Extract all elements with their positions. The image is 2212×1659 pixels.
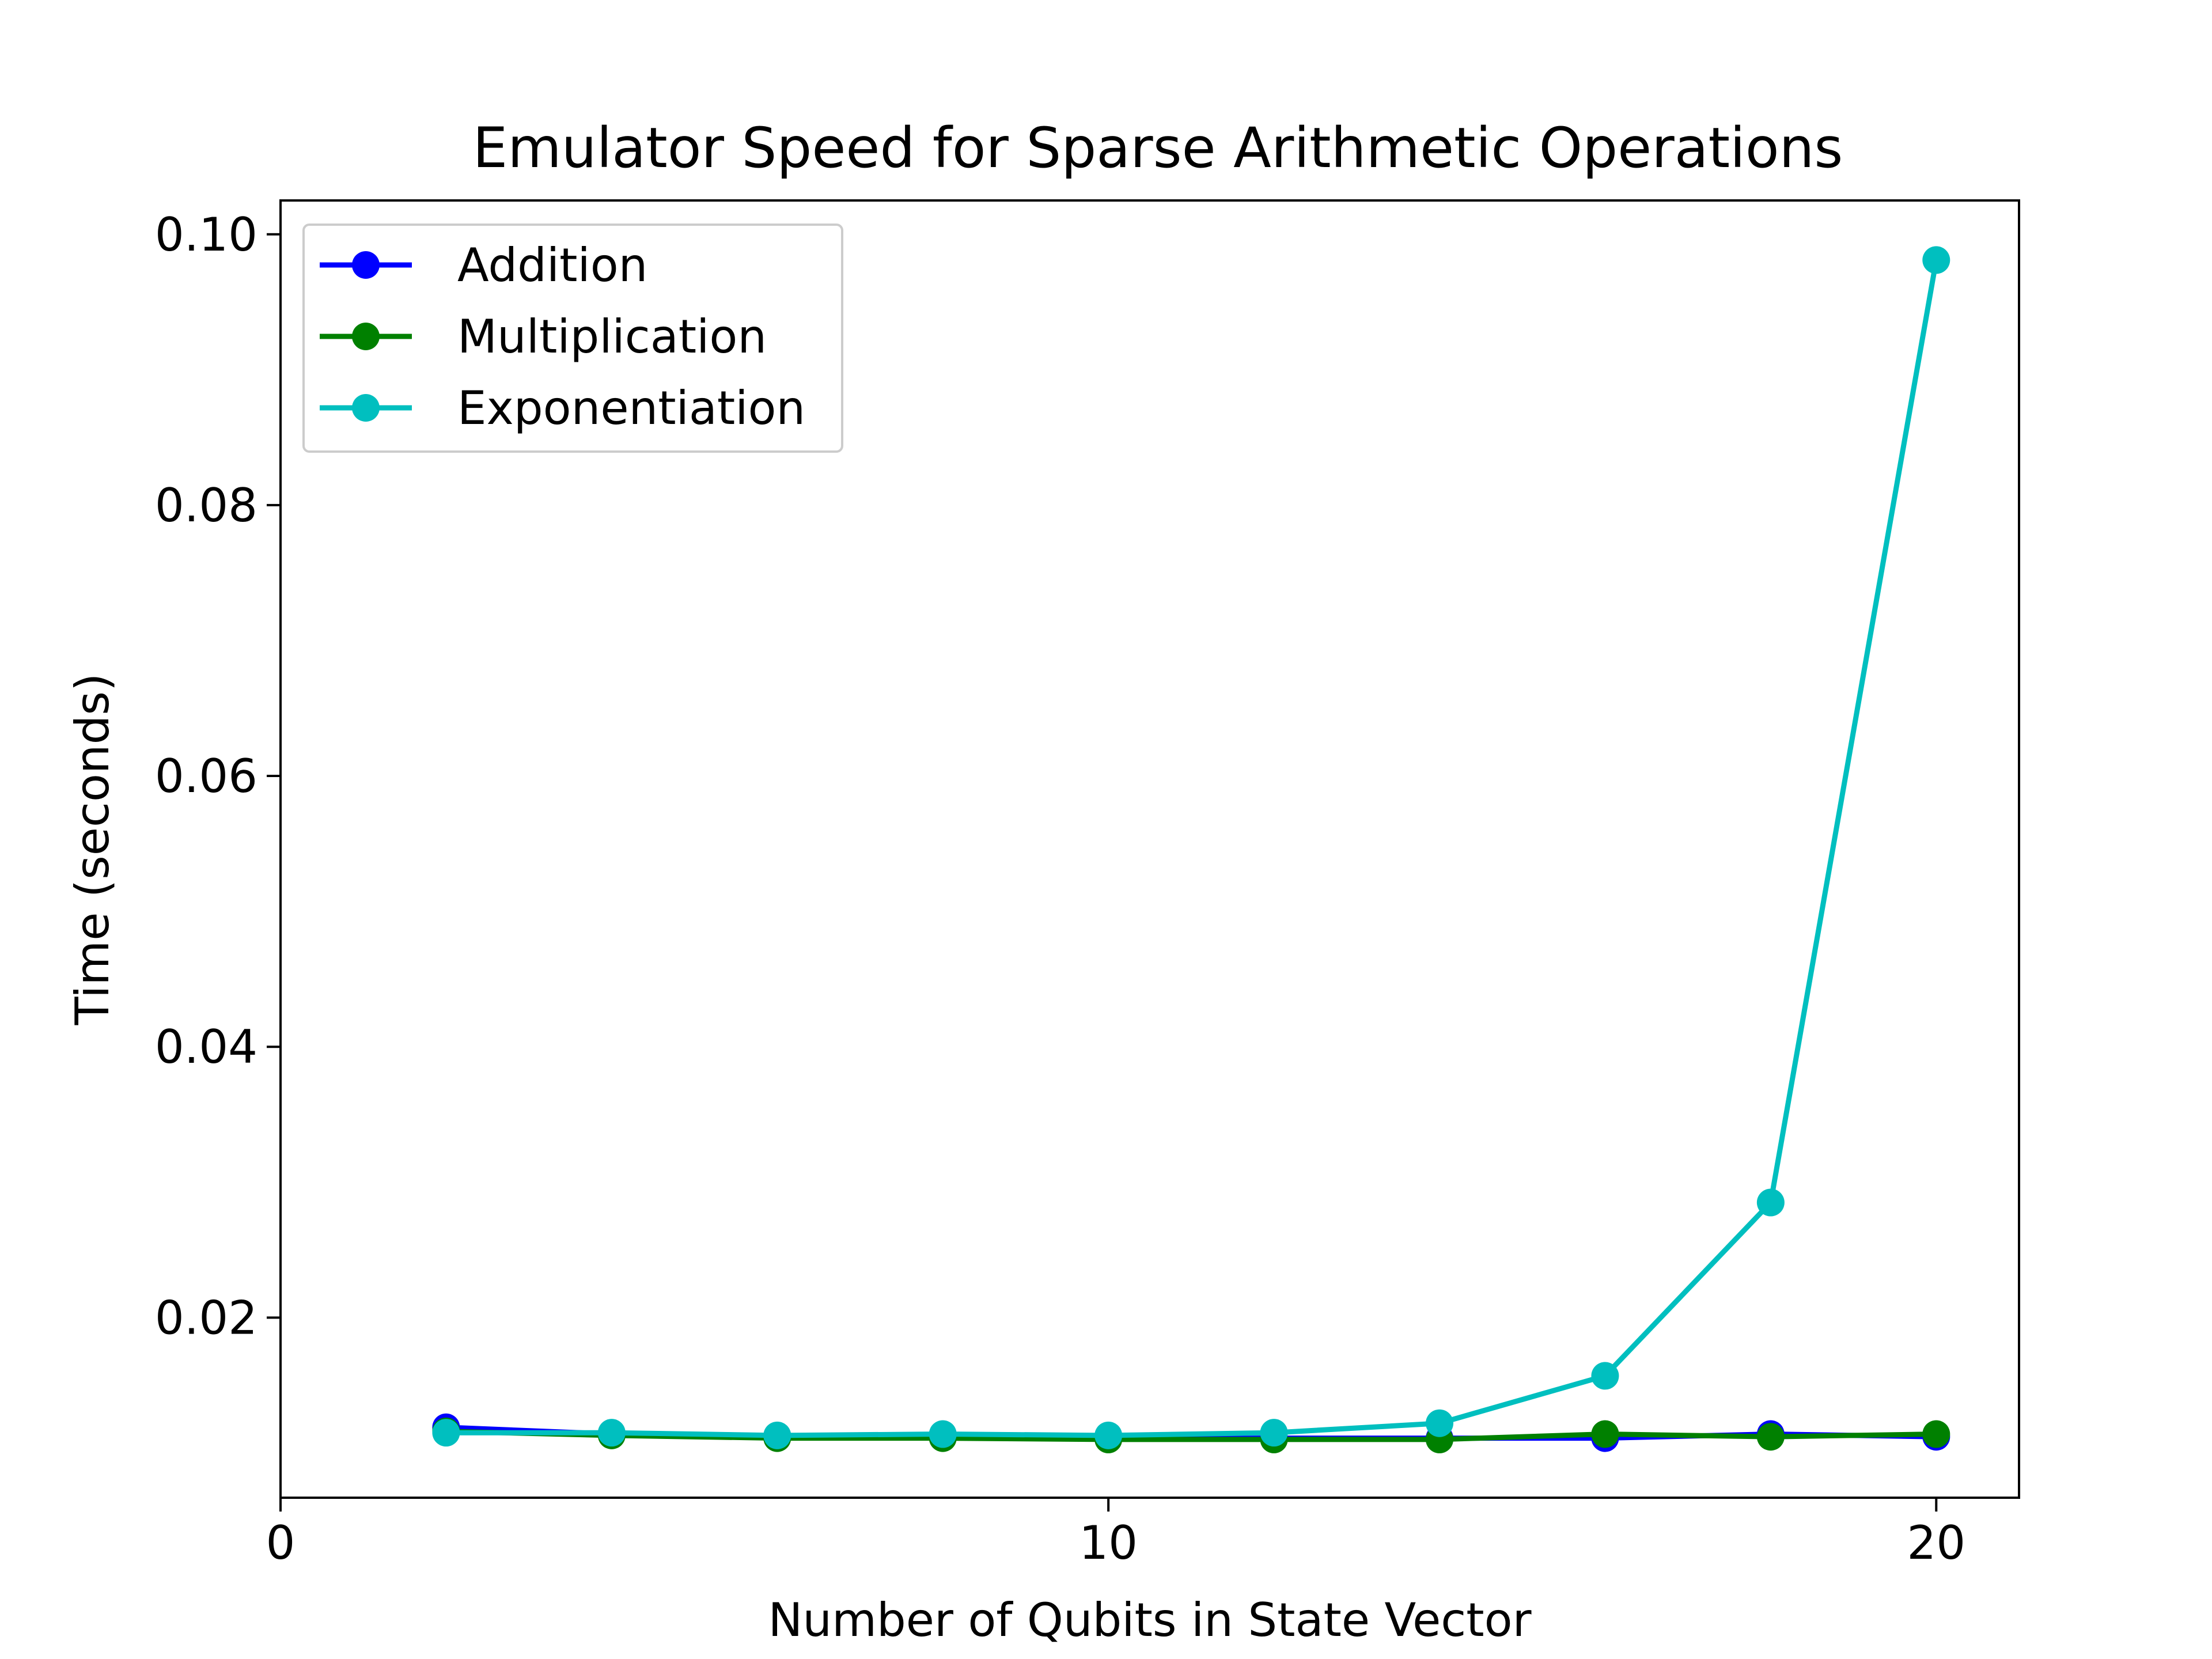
series-layer: [432, 246, 1950, 1453]
y-axis: 0.02 0.04 0.06 0.08 0.10: [155, 208, 281, 1344]
x-tick-label: 20: [1907, 1516, 1965, 1570]
data-point: [432, 1419, 460, 1447]
data-point: [1922, 246, 1950, 274]
y-tick-label: 0.10: [155, 208, 257, 262]
legend-item: Multiplication: [320, 310, 767, 363]
legend-swatch-marker: [352, 394, 380, 422]
data-point: [1922, 1420, 1950, 1448]
data-point: [1260, 1419, 1288, 1447]
data-point: [763, 1421, 791, 1449]
x-axis-label: Number of Qubits in State Vector: [768, 1593, 1532, 1647]
legend-label: Multiplication: [457, 310, 767, 363]
legend-swatch-marker: [352, 251, 380, 279]
data-point: [597, 1419, 626, 1447]
series-line: [443, 257, 1939, 1438]
data-point: [1756, 1423, 1785, 1451]
x-tick-label: 0: [266, 1516, 296, 1570]
series-exponentiation: [432, 246, 1950, 1449]
legend: Addition Multiplication Exponentiation: [302, 224, 843, 453]
y-tick-label: 0.06: [155, 749, 257, 803]
series-line: [443, 1429, 1939, 1442]
chart-title: Emulator Speed for Sparse Arithmetic Ope…: [473, 116, 1843, 180]
y-tick-label: 0.04: [155, 1020, 257, 1074]
y-tick-label: 0.02: [155, 1291, 257, 1344]
legend-label: Exponentiation: [457, 381, 805, 435]
x-tick-label: 10: [1079, 1516, 1138, 1570]
legend-item: Exponentiation: [320, 381, 805, 435]
legend-item: Addition: [320, 238, 647, 292]
data-point: [1426, 1409, 1453, 1437]
legend-label: Addition: [457, 238, 647, 292]
data-point: [1756, 1188, 1785, 1217]
data-point: [1591, 1420, 1619, 1448]
plot-frame: [279, 199, 2020, 1499]
data-point: [1094, 1421, 1123, 1449]
y-axis-label: Time (seconds): [66, 673, 119, 1026]
y-tick-label: 0.08: [155, 479, 257, 532]
x-axis: 0 10 20: [266, 1498, 1965, 1570]
legend-swatch-marker: [352, 323, 380, 350]
data-point: [929, 1420, 957, 1448]
data-point: [1591, 1362, 1619, 1390]
legend-box: [302, 224, 843, 453]
